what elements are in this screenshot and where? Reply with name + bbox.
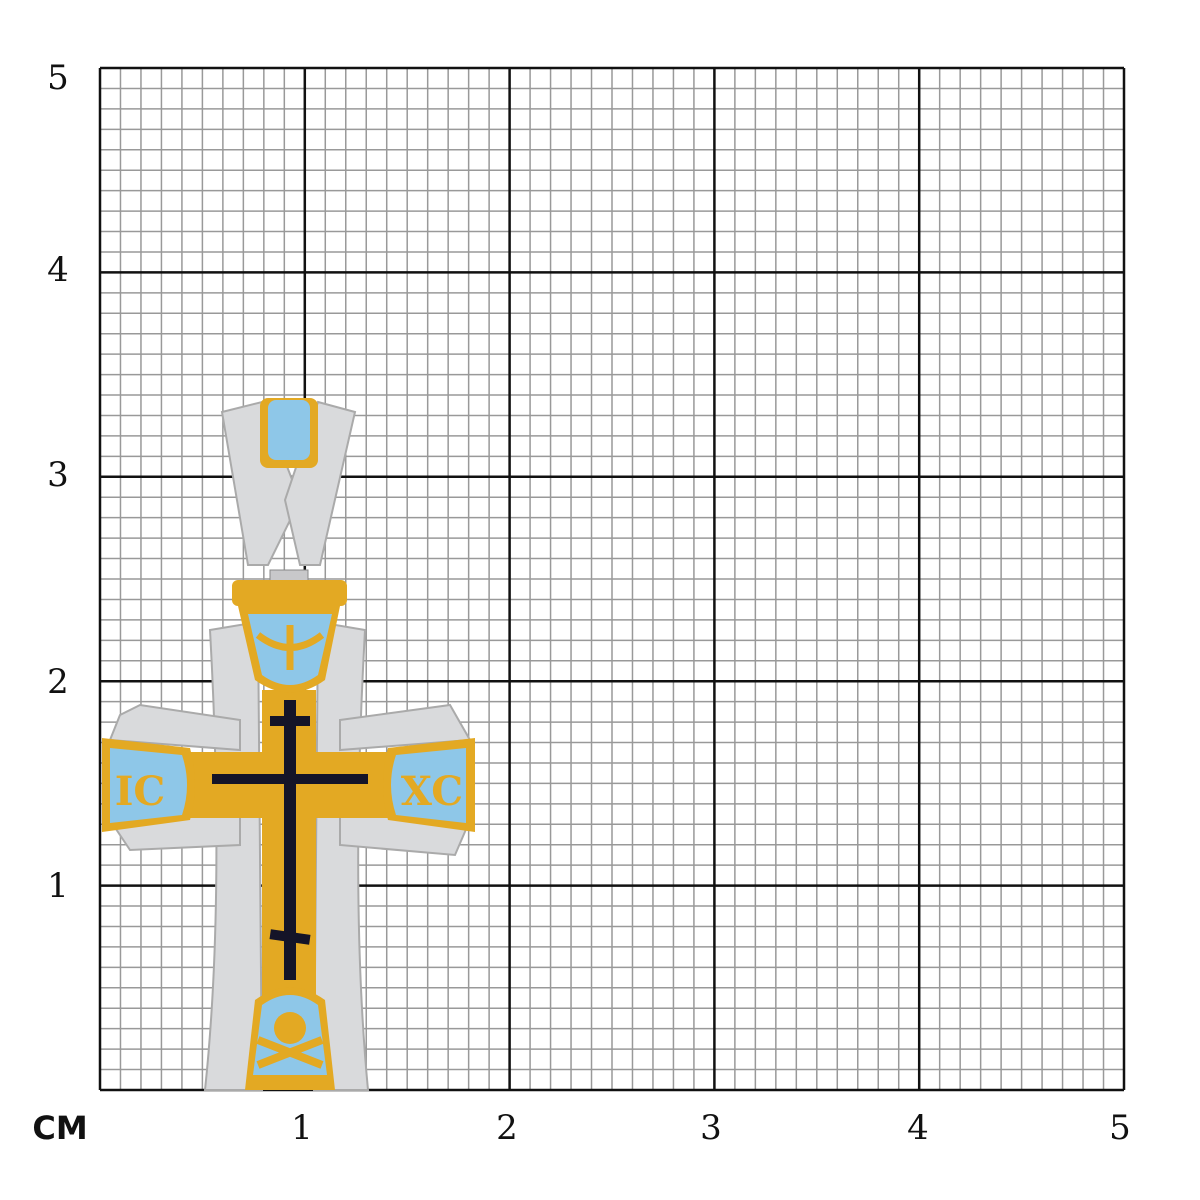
y-label-3: 3 — [47, 455, 69, 495]
y-label-4: 4 — [47, 250, 69, 290]
inscription-ic: IC — [115, 768, 166, 815]
x-label-5: 5 — [1109, 1108, 1131, 1148]
y-label-5: 5 — [47, 58, 69, 98]
x-label-4: 4 — [907, 1108, 929, 1148]
y-label-2: 2 — [47, 662, 69, 702]
major-gridlines — [98, 66, 1126, 1092]
inscription-xc: XC — [401, 768, 463, 815]
x-label-1: 1 — [291, 1108, 313, 1148]
x-label-3: 3 — [700, 1108, 722, 1148]
y-label-1: 1 — [47, 866, 69, 906]
x-label-2: 2 — [496, 1108, 518, 1148]
cross-pendant-image: IC XC — [102, 398, 475, 1091]
minor-gridlines — [100, 68, 1124, 1090]
unit-label: СМ — [32, 1109, 88, 1147]
